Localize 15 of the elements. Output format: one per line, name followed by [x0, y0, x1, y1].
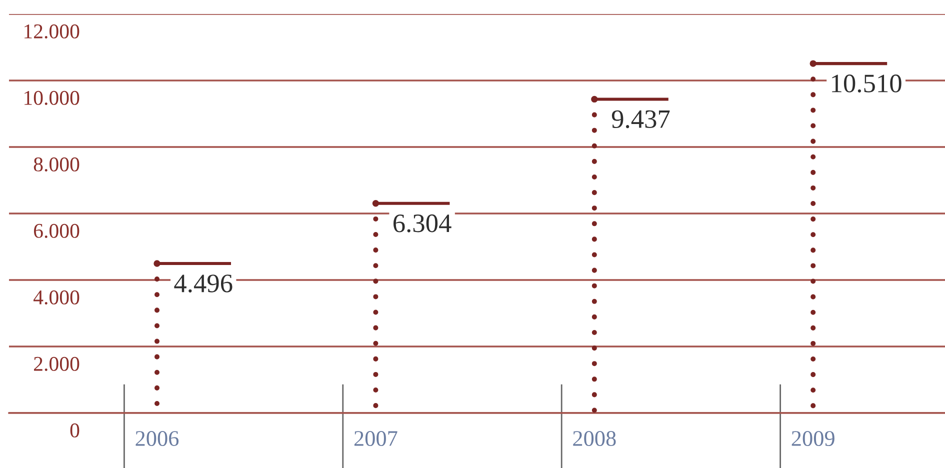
y-tick-label: 6.000: [34, 224, 80, 238]
x-tick-label: 2006: [136, 431, 179, 446]
y-tick-label: 10.000: [24, 90, 80, 106]
data-label: 9.437: [612, 110, 670, 128]
data-label: 4.496: [174, 274, 232, 292]
x-tick-label: 2008: [573, 431, 616, 446]
y-tick-label: 4.000: [34, 290, 80, 305]
y-tick-label: 2.000: [34, 356, 80, 372]
y-tick-label: 8.000: [34, 157, 80, 172]
data-label: 6.304: [394, 214, 452, 232]
x-tick-label: 2007: [354, 431, 398, 446]
y-tick-label: 12.000: [24, 24, 80, 39]
x-tick-label: 2009: [792, 431, 834, 446]
y-tick-label: 0: [70, 423, 80, 438]
data-label: 10.510: [832, 74, 902, 92]
